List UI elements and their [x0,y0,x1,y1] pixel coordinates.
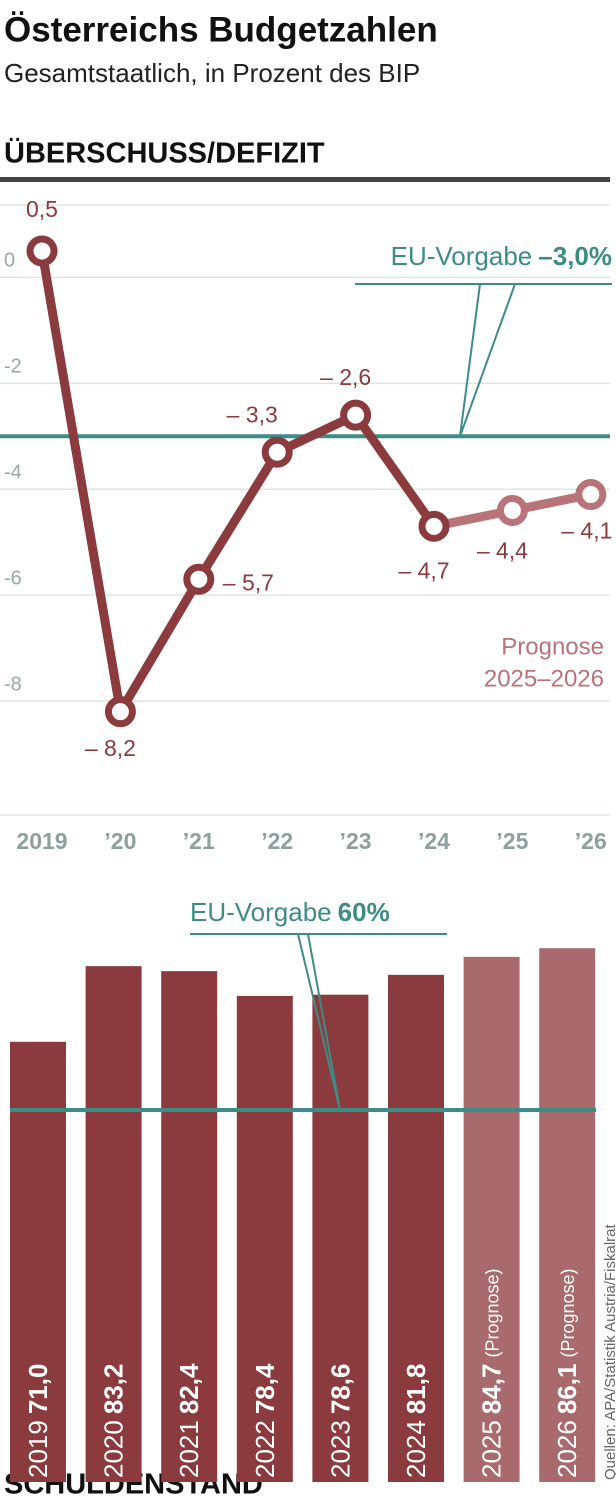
x-tick-label: ’26 [575,828,607,854]
point [340,399,372,431]
bar-label: 2020 83,2 [98,1364,128,1478]
point [183,563,215,595]
bar [85,966,142,1482]
point [104,696,136,728]
category-label: 2022 [250,1420,280,1478]
x-tick-label: 2019 [16,828,67,854]
value-label: – 2,6 [320,364,371,390]
callout [459,283,516,437]
x-tick-label: ’25 [496,828,528,854]
value-label: – 8,2 [85,735,136,761]
bar-label: 2025 84,7 (Prognose) [476,1269,506,1479]
value-label: 78,4 [250,1363,280,1414]
bar [463,956,520,1482]
value-label: 0,5 [26,196,58,222]
category-note: (Prognose) [482,1269,502,1358]
line-segment [37,246,125,717]
bar-label: 2022 78,4 [250,1363,280,1478]
value-label: 81,8 [401,1364,431,1415]
x-tick-label: ’21 [183,828,215,854]
value-label: – 3,3 [227,401,278,427]
value-label: 84,7 [476,1364,506,1415]
y-tick-label: -4 [4,462,22,484]
title: Österreichs Budgetzahlen [4,10,438,49]
line-segment [194,447,282,584]
category-label: 2025 [476,1420,506,1478]
callout [297,933,341,1111]
value-label: 82,4 [174,1363,204,1414]
point [26,235,58,267]
bar [161,971,218,1482]
line-segment [115,574,204,717]
value-label: 83,2 [98,1364,128,1415]
reference-name: EU-Vorgabe [190,897,332,927]
point [261,436,293,468]
reference-label: EU-Vorgabe –3,0% [391,241,612,271]
bar-label: 2019 71,0 [23,1364,53,1478]
annotation: Prognose [501,633,604,660]
value-label: 78,6 [325,1364,355,1415]
bar [539,948,596,1482]
bar [10,1041,66,1482]
x-tick-label: ’23 [340,828,372,854]
x-tick-label: ’24 [418,828,450,854]
bar [312,994,369,1482]
section-title: ÜBERSCHUSS/DEFIZIT [4,137,325,170]
bar-label: 2026 86,1 (Prognose) [552,1269,582,1479]
section-rule [0,177,610,182]
bar [388,974,444,1482]
y-tick-label: -6 [4,567,22,589]
value-label: – 4,4 [477,538,528,564]
bar-label: 2024 81,8 [401,1364,431,1478]
y-tick-label: -2 [4,356,22,378]
bar [236,995,293,1482]
value-label: 86,1 [552,1364,582,1415]
point [575,479,607,511]
category-label: 2024 [401,1420,431,1478]
category-label: 2026 [552,1420,582,1478]
subtitle: Gesamtstaatlich, in Prozent des BIP [4,58,420,88]
category-note: (Prognose) [558,1269,578,1358]
x-tick-label: ’22 [261,828,293,854]
bar-label: 2023 78,6 [325,1364,355,1478]
x-tick-label: ’20 [104,828,136,854]
point [418,510,450,542]
line-segment [351,410,439,531]
reference-value: 60% [338,897,390,927]
point [496,494,528,526]
value-label: – 4,1 [561,518,612,544]
value-label: – 4,7 [398,557,449,583]
y-tick-label: 0 [4,250,15,272]
category-label: 2020 [98,1420,128,1478]
value-label: 71,0 [23,1364,53,1415]
category-label: 2019 [23,1420,53,1478]
category-label: 2021 [174,1420,204,1478]
reference-label: EU-Vorgabe 60% [190,897,390,927]
reference-name: EU-Vorgabe [391,241,533,271]
value-label: – 5,7 [223,569,274,595]
bar-label: 2021 82,4 [174,1363,204,1478]
source: Quellen: APA/Statistik Austria/Fiskalrat [602,1224,616,1480]
annotation: 2025–2026 [484,665,604,692]
y-tick-label: -8 [4,673,22,695]
category-label: 2023 [325,1420,355,1478]
reference-value: –3,0% [538,241,612,271]
